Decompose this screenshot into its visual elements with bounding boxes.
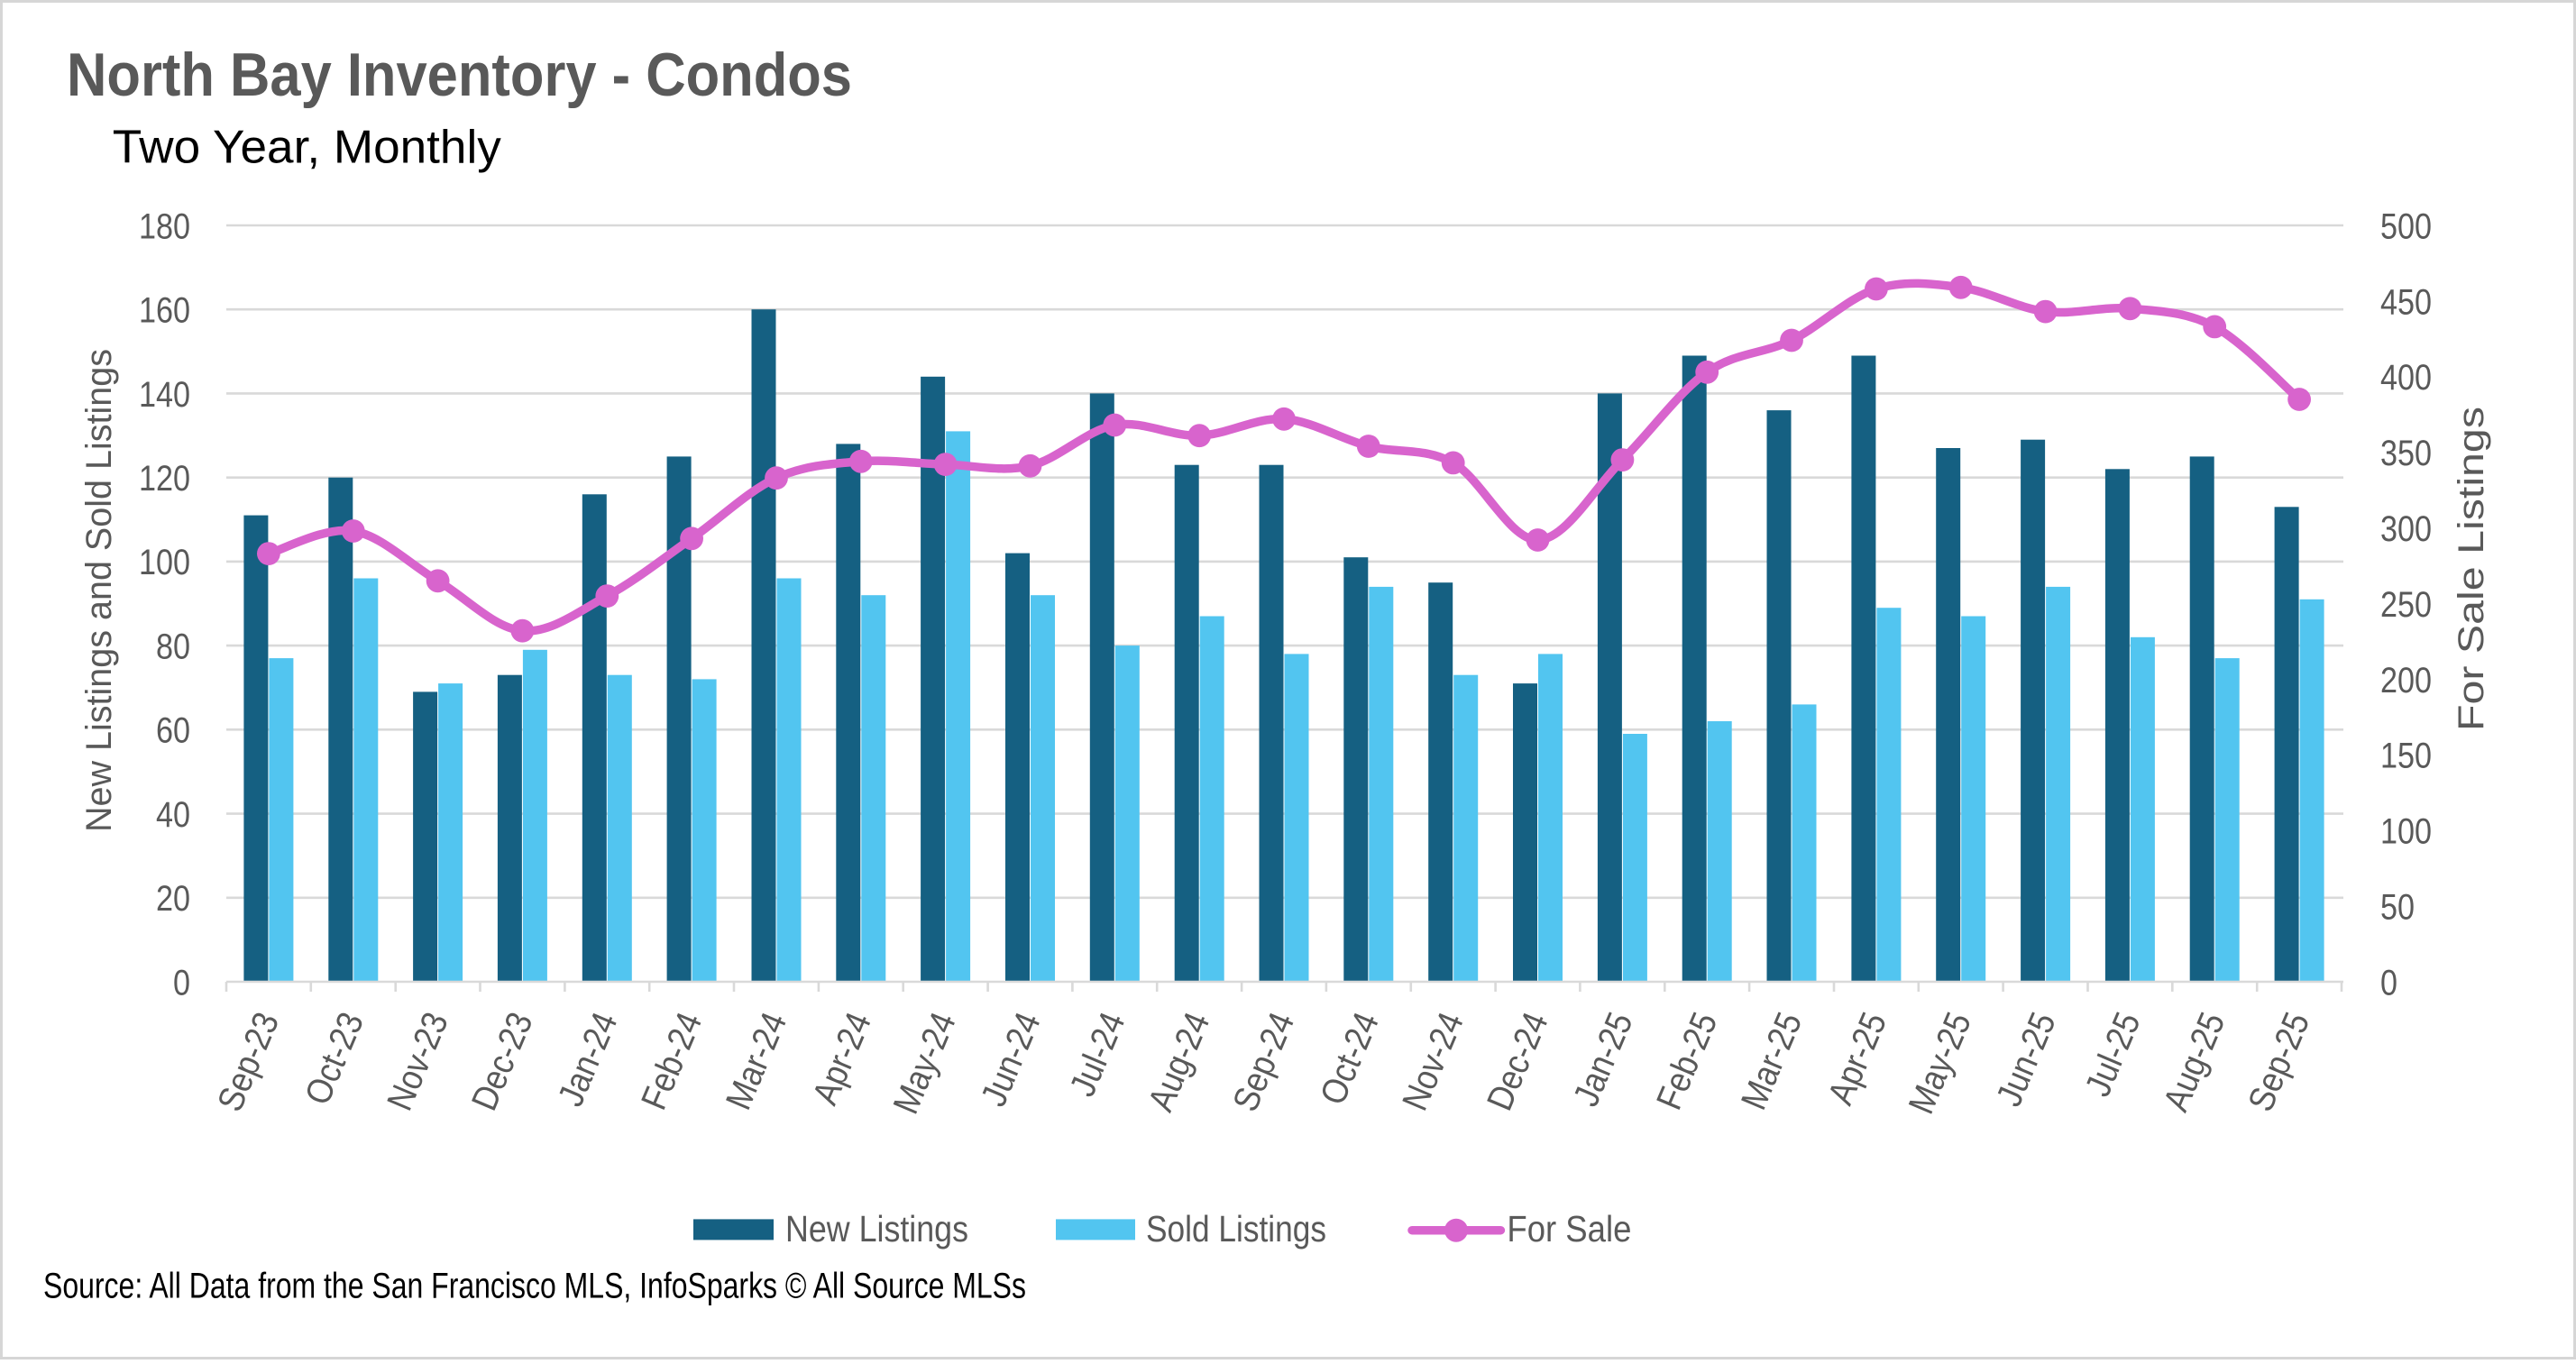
- svg-text:80: 80: [156, 627, 190, 667]
- svg-text:100: 100: [2380, 812, 2432, 852]
- svg-text:200: 200: [2380, 661, 2432, 700]
- svg-text:60: 60: [156, 711, 190, 751]
- svg-text:250: 250: [2380, 585, 2432, 625]
- svg-text:100: 100: [139, 543, 190, 582]
- svg-text:400: 400: [2380, 358, 2432, 398]
- svg-text:350: 350: [2380, 434, 2432, 473]
- svg-text:450: 450: [2380, 282, 2432, 322]
- svg-text:20: 20: [156, 879, 190, 919]
- svg-text:500: 500: [2380, 206, 2432, 246]
- svg-text:300: 300: [2380, 509, 2432, 549]
- svg-text:150: 150: [2380, 737, 2432, 776]
- svg-text:For Sale Listings: For Sale Listings: [2452, 407, 2491, 731]
- svg-text:Sold Listings: Sold Listings: [1146, 1208, 1326, 1250]
- svg-text:160: 160: [139, 291, 190, 331]
- svg-text:0: 0: [173, 963, 190, 1002]
- svg-text:140: 140: [139, 375, 190, 415]
- svg-text:180: 180: [139, 206, 190, 246]
- svg-text:40: 40: [156, 795, 190, 835]
- svg-text:Two Year, Monthly: Two Year, Monthly: [113, 121, 501, 173]
- svg-text:Source: All Data from the San: Source: All Data from the San Francisco …: [43, 1267, 1026, 1306]
- svg-text:50: 50: [2380, 888, 2415, 928]
- svg-text:New Listings: New Listings: [785, 1208, 968, 1250]
- svg-text:0: 0: [2380, 963, 2397, 1002]
- svg-text:For Sale: For Sale: [1507, 1208, 1631, 1250]
- svg-text:New Listings and Sold Listings: New Listings and Sold Listings: [79, 349, 119, 832]
- svg-text:120: 120: [139, 459, 190, 499]
- svg-text:North Bay Inventory - Condos: North Bay Inventory - Condos: [67, 41, 852, 109]
